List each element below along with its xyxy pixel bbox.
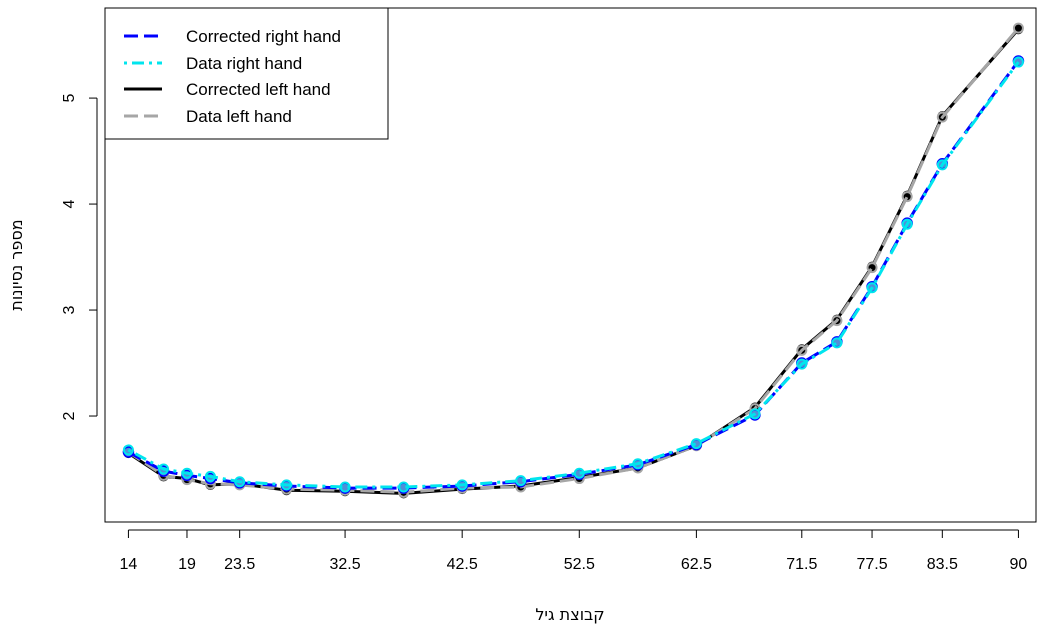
data-point (181, 467, 193, 479)
data-point (866, 282, 878, 294)
data-point (831, 337, 843, 349)
x-tick-label: 32.5 (329, 556, 360, 573)
x-tick-label: 90 (1010, 556, 1028, 573)
data-point (901, 191, 913, 203)
axes: 14 19 23.5 32.5 42.5 52.5 62.5 71.5 77.5 83.5 90 2 3… (61, 94, 1027, 573)
data-point (936, 111, 948, 123)
data-point (515, 475, 527, 487)
x-tick-label: 52.5 (564, 556, 595, 573)
y-tick-label: 4 (61, 200, 78, 209)
data-point (796, 344, 808, 356)
y-axis-title: מספר נסיונות (7, 219, 26, 310)
x-tick-label: 83.5 (927, 556, 958, 573)
y-tick-label: 2 (61, 411, 78, 420)
legend-label: Data right hand (186, 54, 302, 73)
data-point (796, 358, 808, 370)
data-point (398, 481, 410, 493)
data-point (234, 476, 246, 488)
y-tick-label: 5 (61, 94, 78, 103)
data-point (339, 481, 351, 493)
legend-label: Data left hand (186, 107, 292, 126)
plot-frame (104, 7, 1037, 523)
y-tick-label: 3 (61, 305, 78, 314)
data-point (866, 262, 878, 274)
data-point (158, 463, 170, 475)
data-point (1012, 22, 1024, 34)
x-tick-label: 71.5 (786, 556, 817, 573)
data-point (281, 479, 293, 491)
data-point (1012, 56, 1024, 68)
data-point (122, 444, 134, 456)
data-point (936, 159, 948, 171)
x-tick-label: 42.5 (447, 556, 478, 573)
legend: Corrected right hand Data right hand Corre… (104, 7, 389, 140)
data-point (690, 438, 702, 450)
data-point (204, 470, 216, 482)
data-point (749, 408, 761, 420)
x-tick-label: 77.5 (856, 556, 887, 573)
x-axis-title: קבוצת גיל (535, 605, 604, 624)
series-group (122, 22, 1025, 499)
data-point (573, 467, 585, 479)
data-point (632, 458, 644, 470)
data-point (831, 315, 843, 327)
x-tick-label: 23.5 (224, 556, 255, 573)
x-tick-label: 19 (178, 556, 196, 573)
data-point (901, 218, 913, 230)
data-point (456, 479, 468, 491)
legend-label: Corrected left hand (186, 80, 331, 99)
x-tick-label: 14 (120, 556, 138, 573)
legend-label: Corrected right hand (186, 27, 341, 46)
series-line (127, 27, 1020, 494)
x-tick-label: 62.5 (681, 556, 712, 573)
